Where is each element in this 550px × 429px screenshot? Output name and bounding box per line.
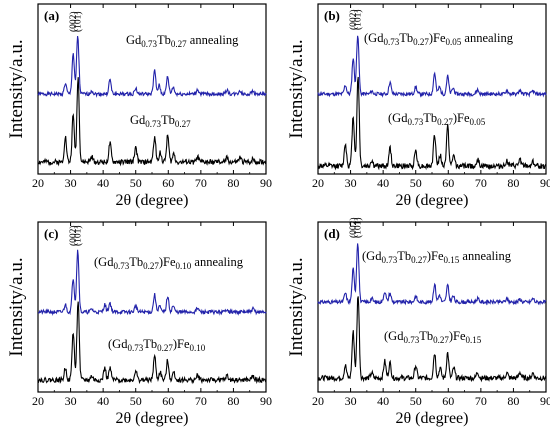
series-label-as-prepared-1: (Gd0.73Tb0.27)Fe0.05 [388,111,486,127]
panel-d: 20 30 40 50 60 70 80 90 2θ (degree) Intensity/a.u… [286,217,550,427]
peak-index-label: (101) [353,9,364,30]
xrd-series-line-annealed [317,243,547,306]
panel-letter: (b) [324,8,340,23]
x-tick-label: 50 [410,176,422,190]
peak-index-label: (101) [353,217,364,238]
panel-letter: (a) [44,8,59,23]
series-label-annealed-1: (Gd0.73Tb0.27)Fe0.05 annealing [364,31,514,47]
x-tick-label: 40 [377,394,389,408]
x-tick-label: 70 [475,394,487,408]
xrd-series-line-annealed [37,36,267,98]
x-tick-label: 80 [227,394,239,408]
panel-letter: (d) [324,226,340,241]
x-axis-label: 2θ (degree) [396,410,469,427]
x-tick-label: 40 [97,176,109,190]
series-label-as-prepared-3: (Gd0.73Tb0.27)Fe0.15 [384,329,482,345]
x-tick-label: 50 [130,176,142,190]
x-tick-label: 80 [507,176,519,190]
x-tick-label: 60 [442,394,454,408]
peak-index-label: (101) [73,225,84,246]
x-tick-label: 30 [345,394,357,408]
panel-a: 20 30 40 50 60 70 80 90 2θ (degree) Intensity/a.u… [6,3,272,209]
xrd-series-line-annealed [38,249,267,316]
series-label-annealed-0: Gd0.73Tb0.27 annealing [126,33,239,49]
x-tick-label: 30 [65,176,77,190]
peak-index-label: (002) [348,9,359,30]
series-label-annealed-3: (Gd0.73Tb0.27)Fe0.15 annealing [362,249,512,265]
x-tick-label: 30 [65,394,77,408]
xrd-series-line-as-prepared [317,76,547,171]
plot-frame [317,221,547,393]
x-tick-label: 80 [507,394,519,408]
x-axis-label: 2θ (degree) [396,192,469,209]
plot-frame [37,221,267,393]
peak-index-label: (101) [73,11,84,32]
x-tick-label: 20 [312,394,324,408]
x-tick-label: 60 [442,176,454,190]
xrd-series-line-annealed [317,35,547,98]
x-tick-label: 80 [227,176,239,190]
x-axis-label: 2θ (degree) [116,192,189,209]
xrd-series-line-as-prepared [37,301,267,385]
x-tick-label: 60 [162,176,174,190]
x-tick-label: 70 [195,394,207,408]
x-tick-label: 90 [540,394,550,408]
x-tick-label: 20 [312,176,324,190]
xrd-series-line-as-prepared [317,296,547,383]
x-axis-label: 2θ (degree) [116,410,189,427]
x-tick-label: 70 [475,176,487,190]
panel-c: 20 30 40 50 60 70 80 90 2θ (degree) Intensity/a.u… [6,221,272,427]
peak-index-label: (002) [68,225,79,246]
series-label-as-prepared-2: (Gd0.73Tb0.27)Fe0.10 [108,337,206,353]
series-label-annealed-2: (Gd0.73Tb0.27)Fe0.10 annealing [94,255,244,271]
x-tick-label: 30 [345,176,357,190]
x-tick-label: 40 [97,394,109,408]
x-tick-label: 60 [162,394,174,408]
y-axis-label: Intensity/a.u. [6,39,27,138]
panel-letter: (c) [44,226,58,241]
peak-index-label: (002) [348,217,359,238]
x-tick-label: 70 [195,176,207,190]
series-label-as-prepared-0: Gd0.73Tb0.27 [130,113,191,129]
panel-b: 20 30 40 50 60 70 80 90 2θ (degree) Intensity/a.u… [286,3,550,209]
x-tick-label: 20 [32,394,44,408]
y-axis-label: Intensity/a.u. [6,257,27,356]
xrd-series-line-as-prepared [37,77,267,167]
x-tick-label: 50 [410,394,422,408]
y-axis-label: Intensity/a.u. [286,257,307,356]
x-tick-label: 90 [260,394,272,408]
x-tick-label: 50 [130,394,142,408]
x-tick-label: 40 [377,176,389,190]
x-tick-label: 20 [32,176,44,190]
y-axis-label: Intensity/a.u. [286,39,307,138]
x-tick-label: 90 [540,176,550,190]
x-tick-label: 90 [260,176,272,190]
peak-index-label: (002) [68,11,79,32]
